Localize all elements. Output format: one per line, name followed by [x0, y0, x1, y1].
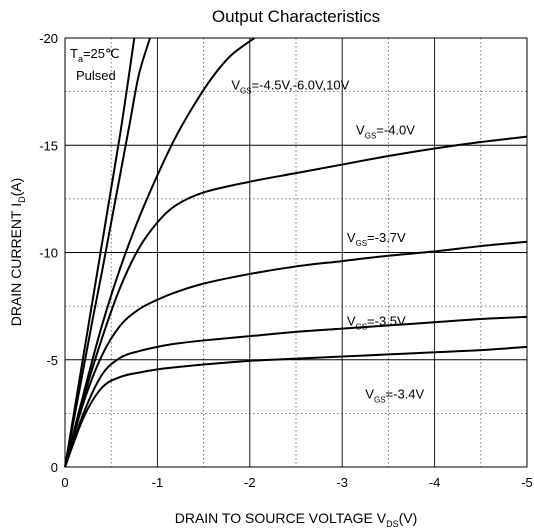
svg-text:Ta=25℃: Ta=25℃ [70, 46, 120, 64]
x-axis-label-sub: DS [386, 519, 399, 529]
minor-grid [65, 38, 527, 467]
y-tick-label: -15 [39, 138, 58, 153]
pulsed-label: Pulsed [76, 68, 116, 83]
curve-v-gs-6-0v [64, 37, 151, 468]
y-tick-labels: 0 -5 -10 -15 -20 [39, 31, 58, 475]
x-axis-label-unit: (V) [399, 510, 418, 526]
curve-v-gs-3-5v [64, 315, 528, 468]
y-axis-label-unit: (A) [8, 178, 24, 197]
x-tick-label: -4 [429, 475, 441, 490]
temp-label: T [70, 46, 78, 61]
y-axis-label-main: DRAIN CURRENT I [8, 203, 24, 326]
series-curves [64, 37, 528, 468]
curve-v-gs-10v [64, 37, 136, 468]
x-axis-label-main: DRAIN TO SOURCE VOLTAGE V [175, 510, 387, 526]
x-tick-label: -2 [244, 475, 256, 490]
annotation-ann-35: VGS=-3.5V [347, 313, 406, 331]
y-axis-label: DRAIN CURRENT ID(A) [8, 178, 27, 327]
plot-frame [64, 37, 528, 468]
temp-subscript: a [78, 54, 83, 64]
y-tick-label: -20 [39, 31, 58, 46]
annotation-ann-37: VGS=-3.7V [347, 230, 406, 248]
condition-note: Ta=25℃ Pulsed [70, 46, 120, 83]
y-axis-label-sub: D [17, 196, 27, 203]
curve-v-gs-3-4v [64, 345, 528, 468]
chart-title: Output Characteristics [212, 7, 380, 26]
x-tick-label: 0 [61, 475, 68, 490]
x-tick-labels: 0 -1 -2 -3 -4 -5 [61, 475, 532, 490]
y-tick-label: 0 [51, 460, 58, 475]
x-axis-label: DRAIN TO SOURCE VOLTAGE VDS(V) [175, 510, 418, 529]
y-tick-label: -10 [39, 246, 58, 261]
x-tick-label: -3 [336, 475, 348, 490]
curve-v-gs-4-5v [64, 37, 256, 468]
annotation-ann-45: VGS=-4.5V,-6.0V,10V [231, 77, 349, 95]
temp-value: =25℃ [83, 46, 120, 61]
annotation-ann-34: VGS=-3.4V [365, 386, 424, 404]
x-tick-label: -5 [521, 475, 533, 490]
y-tick-label: -5 [46, 353, 58, 368]
curve-v-gs-4-0v [64, 135, 528, 468]
x-tick-label: -1 [152, 475, 164, 490]
curve-v-gs-3-7v [64, 240, 528, 468]
annotation-ann-40: VGS=-4.0V [356, 123, 415, 141]
curve-annotations: VGS=-4.5V,-6.0V,10V VGS=-4.0V VGS=-3.7V VGS… [231, 77, 424, 404]
